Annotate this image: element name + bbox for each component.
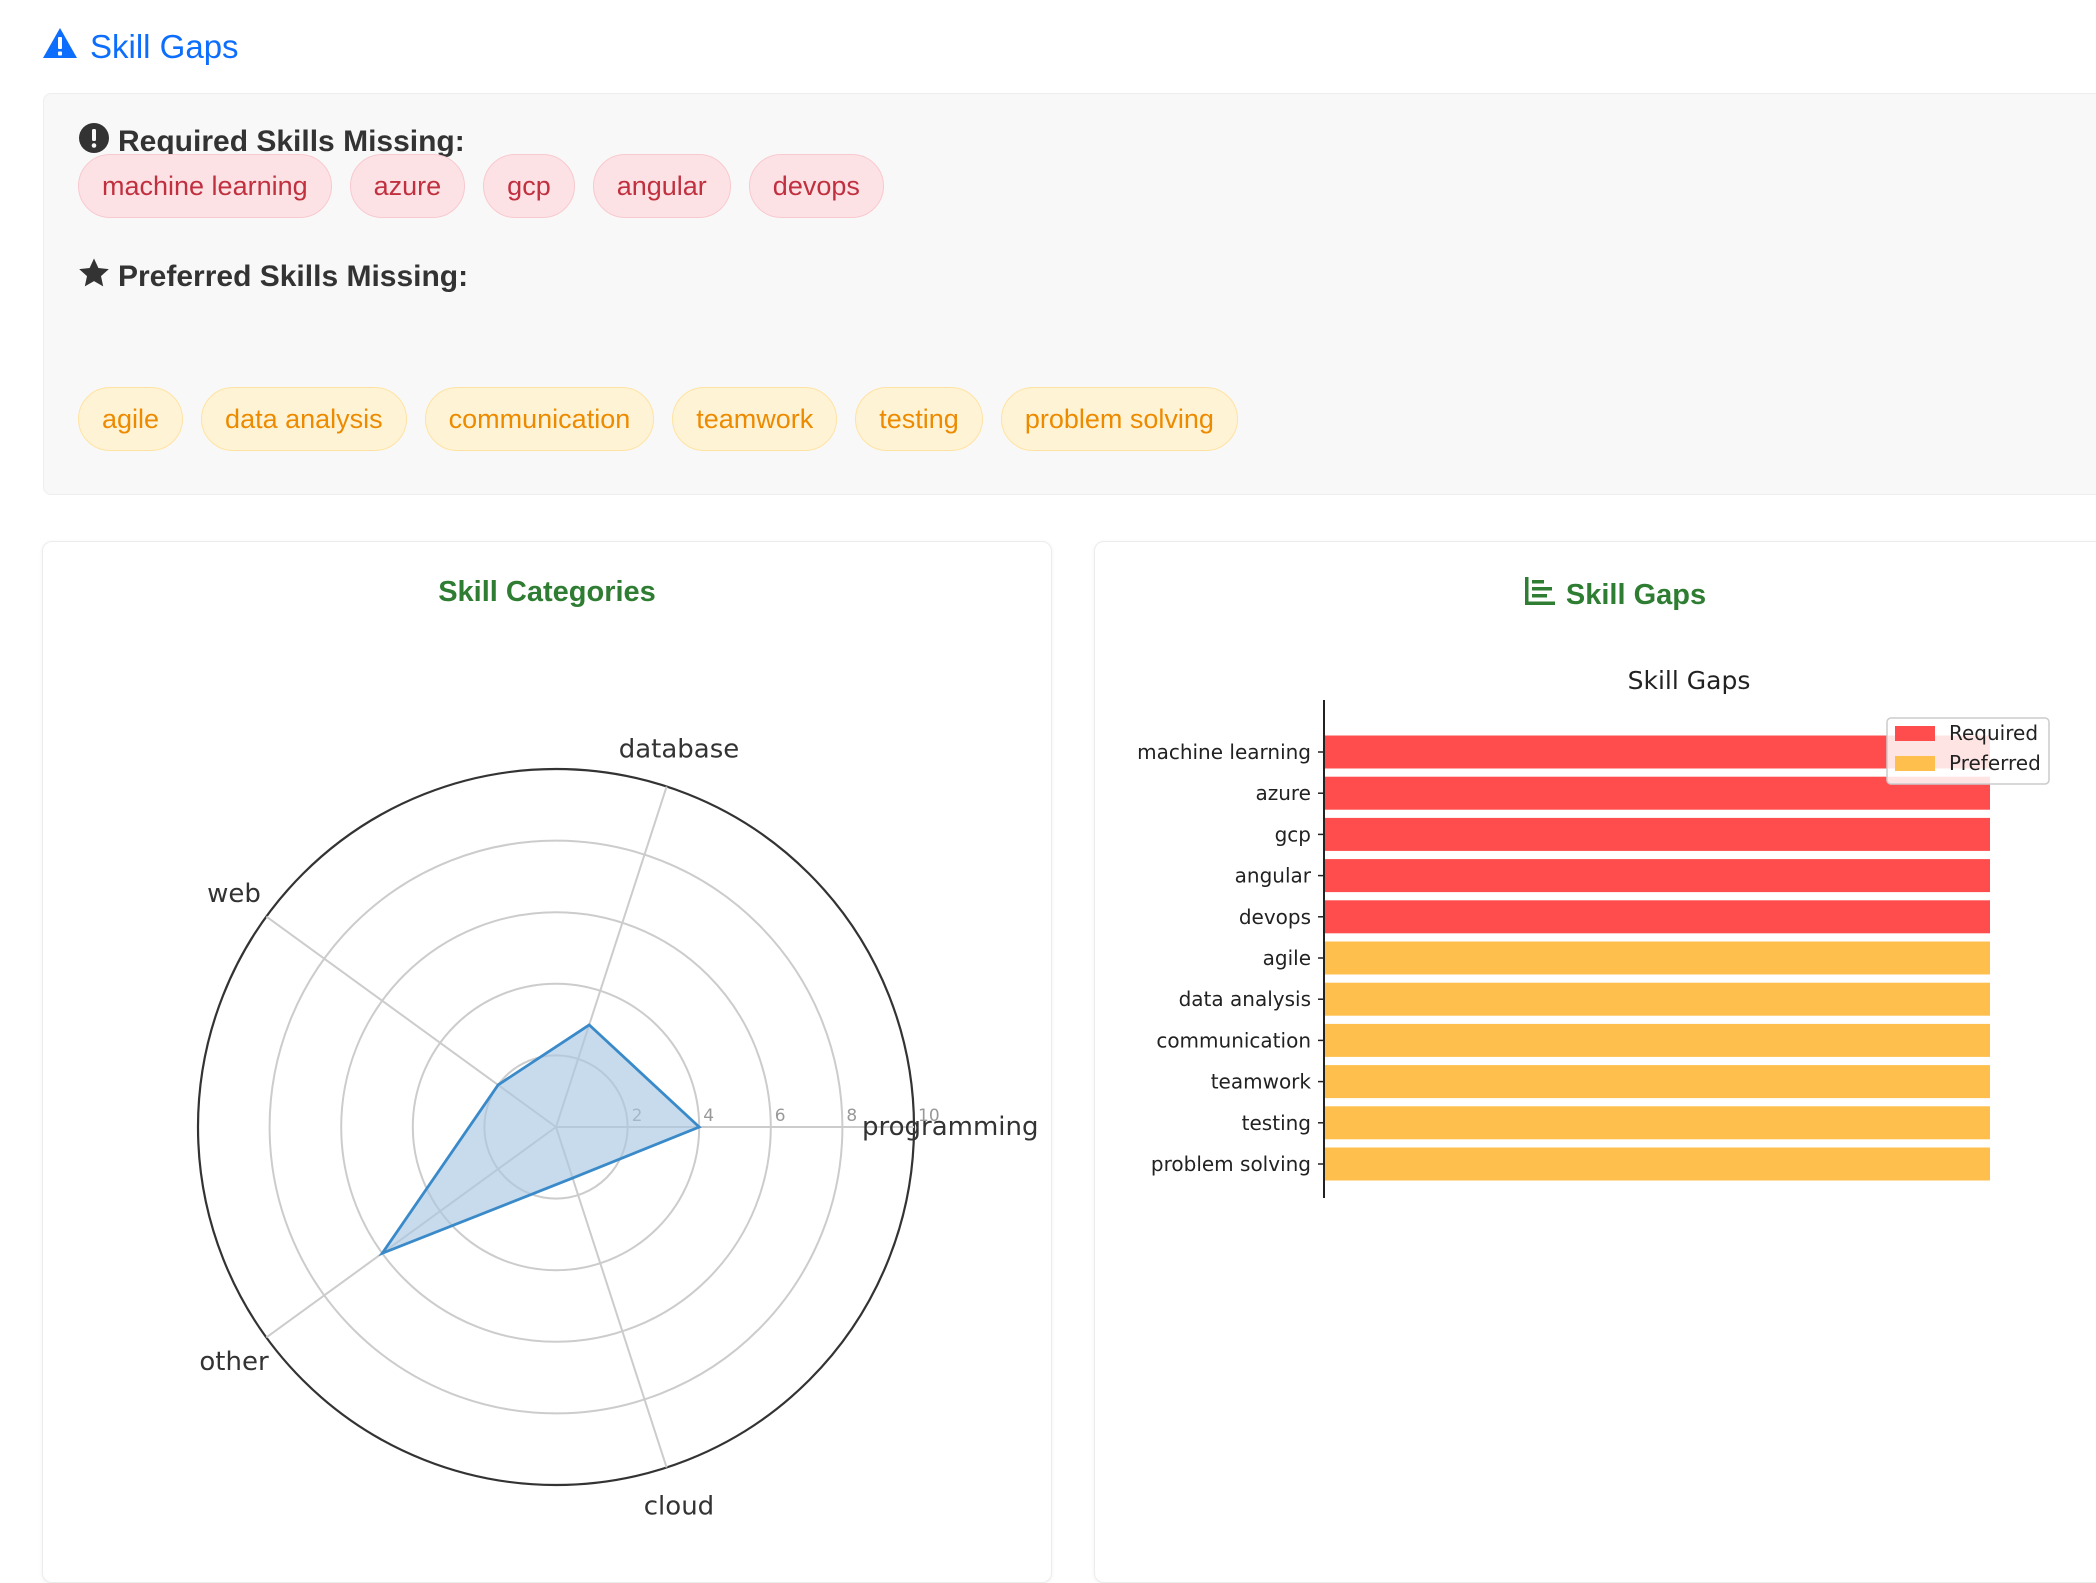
bar-required [1324,818,1990,851]
required-skill-tag: gcp [483,154,575,218]
preferred-skill-tag: communication [425,387,655,451]
required-skill-tag: angular [593,154,731,218]
bar-preferred [1324,1024,1990,1057]
bar-required [1324,859,1990,892]
legend-label: Preferred [1949,751,2041,775]
radar-category-label: database [619,734,740,764]
section-title-text: Skill Gaps [90,28,239,66]
bar-required [1324,900,1990,933]
radar-chart: 246810programmingdatabasewebothercloud [43,542,1051,1582]
bar-category-label: problem solving [1151,1152,1311,1176]
preferred-skill-tag: testing [855,387,983,451]
bar-chart-title: Skill Gaps [1628,666,1751,695]
bar-category-label: azure [1255,781,1311,805]
preferred-skills-heading: Preferred Skills Missing: [78,257,468,297]
bar-category-label: devops [1239,905,1311,929]
radar-tick-label: 8 [846,1106,857,1126]
required-skill-tag: devops [749,154,884,218]
radar-category-label: web [207,879,261,909]
bar-preferred [1324,1106,1990,1139]
radar-tick-label: 4 [703,1106,714,1126]
required-skill-tag: azure [350,154,466,218]
preferred-skill-tag: teamwork [672,387,837,451]
radar-category-label: other [199,1347,269,1377]
radar-category-label: programming [862,1112,1039,1142]
bar-category-label: machine learning [1137,740,1311,764]
bar-category-label: agile [1263,946,1311,970]
bar-category-label: gcp [1275,822,1311,846]
bar-category-label: communication [1156,1028,1311,1052]
legend-swatch [1895,756,1935,771]
warning-triangle-icon [42,26,78,68]
bar-preferred [1324,1065,1990,1098]
preferred-skill-tag: agile [78,387,183,451]
skill-categories-card: Skill Categories 246810programmingdataba… [42,541,1052,1583]
radar-tick-label: 6 [775,1106,786,1126]
radar-category-label: cloud [644,1492,714,1522]
section-title: Skill Gaps [42,26,239,68]
bar-category-label: teamwork [1211,1070,1312,1094]
bar-legend: Required Preferred [1887,718,2049,784]
missing-skills-panel: Required Skills Missing: machine learnin… [43,93,2096,495]
legend-label: Required [1949,721,2038,745]
star-icon [78,257,110,297]
legend-swatch [1895,726,1935,741]
bar-category-label: angular [1235,864,1312,888]
bar-category-label: data analysis [1179,987,1311,1011]
preferred-skill-tag: problem solving [1001,387,1238,451]
preferred-heading-text: Preferred Skills Missing: [118,260,468,294]
bar-category-label: testing [1242,1111,1311,1135]
preferred-skill-tags: agile data analysis communication teamwork t… [78,387,1238,451]
bar-preferred [1324,983,1990,1016]
preferred-skill-tag: data analysis [201,387,407,451]
bar-preferred [1324,1148,1990,1181]
skill-gaps-bar-chart: Skill Gaps machine learning azure gcp angula… [1095,542,2096,1582]
required-skill-tag: machine learning [78,154,332,218]
required-skill-tags: machine learning azure gcp angular devops [78,154,884,218]
skill-gaps-card: Skill Gaps Skill Gaps machine learning azu… [1094,541,2096,1583]
bar-preferred [1324,942,1990,975]
